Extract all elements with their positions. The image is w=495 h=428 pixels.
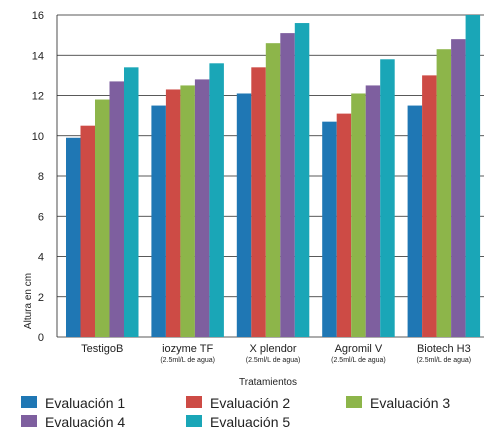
y-tick-label: 12 (32, 91, 44, 103)
bar (236, 93, 252, 337)
x-category-label: TestigoB (81, 343, 123, 355)
legend-label: Evaluación 3 (370, 395, 450, 411)
bar (109, 81, 124, 337)
y-tick-label: 2 (38, 292, 44, 304)
bars (66, 15, 481, 338)
legend-swatch (21, 415, 37, 427)
bar (422, 75, 437, 337)
y-tick-labels: 0 2 4 6 8 10 12 14 16 (32, 10, 44, 344)
bar (322, 121, 337, 337)
bar (365, 85, 381, 337)
bar (336, 113, 352, 337)
y-axis-title: Altura en cm (23, 273, 34, 329)
x-category-sublabel: (2.5ml/L de agua) (160, 357, 215, 364)
legend: Evaluación 1 Evaluación 2 Evaluación 3 Eval… (21, 395, 450, 428)
legend-swatch (21, 396, 37, 408)
y-tick-label: 6 (38, 211, 44, 223)
bar (407, 105, 423, 337)
bar (66, 137, 81, 337)
x-category-label: iozyme TF (162, 343, 213, 355)
y-tick-label: 4 (38, 252, 44, 264)
bar (280, 33, 295, 338)
bar (465, 15, 481, 337)
x-axis-title: Tratamientos (239, 377, 297, 388)
x-category-label: Biotech H3 (417, 343, 471, 355)
bar (294, 23, 310, 338)
x-category-sublabel: (2.5ml/L de agua) (417, 357, 472, 364)
legend-label: Evaluación 2 (210, 395, 290, 411)
bar (209, 63, 224, 338)
bar (351, 93, 366, 337)
bar (265, 43, 281, 338)
x-category-sublabel: (2.5ml/L de agua) (331, 357, 386, 364)
bar (194, 79, 210, 338)
bar (95, 99, 110, 338)
legend-swatch (346, 396, 362, 408)
y-tick-label: 16 (32, 10, 44, 22)
x-category-label: Agromil V (335, 343, 383, 355)
bar (436, 49, 452, 338)
legend-label: Evaluación 5 (210, 414, 290, 428)
bar (124, 67, 139, 337)
bar (451, 39, 466, 338)
x-category-labels: TestigoB iozyme TF (2.5ml/L de agua) X plen… (81, 343, 471, 364)
legend-swatch (186, 415, 202, 427)
legend-label: Evaluación 4 (45, 414, 125, 428)
bar (251, 67, 266, 337)
bar (165, 89, 181, 338)
x-category-label: X plendor (250, 343, 297, 355)
bar (80, 125, 95, 337)
y-tick-label: 10 (32, 131, 44, 143)
y-tick-label: 14 (32, 50, 44, 62)
legend-label: Evaluación 1 (45, 395, 125, 411)
bar (380, 59, 395, 338)
y-tick-label: 0 (38, 332, 44, 344)
y-tick-label: 8 (38, 171, 44, 183)
bar (151, 105, 166, 337)
x-category-sublabel: (2.5ml/L de agua) (246, 357, 301, 364)
legend-swatch (186, 396, 202, 408)
bar (180, 85, 195, 337)
